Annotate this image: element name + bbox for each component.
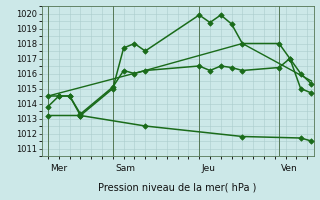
Text: Sam: Sam bbox=[115, 164, 135, 173]
Text: Mer: Mer bbox=[50, 164, 67, 173]
Text: Pression niveau de la mer( hPa ): Pression niveau de la mer( hPa ) bbox=[99, 183, 257, 193]
Text: Jeu: Jeu bbox=[201, 164, 215, 173]
Text: Ven: Ven bbox=[281, 164, 298, 173]
